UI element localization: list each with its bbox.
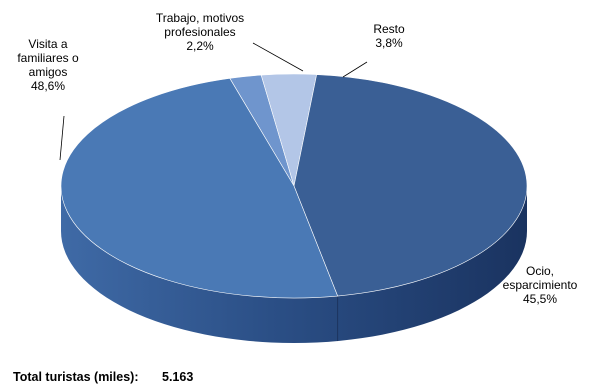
total-row: Total turistas (miles): 5.163 [13, 370, 193, 384]
pie-slice-4 [60, 78, 339, 299]
slice-label-line: Resto [373, 22, 405, 36]
total-value: 5.163 [162, 370, 194, 384]
slice-label-line: 3,8% [375, 36, 403, 50]
slice-label-1: Trabajo, motivos profesionales 2,2% [156, 11, 244, 53]
leader-line-2 [342, 61, 368, 78]
slice-label-line: familiares o [17, 51, 79, 65]
slice-label-line: profesionales [164, 25, 235, 39]
slice-label-4: Visita a familiares o amigos 48,6% [17, 37, 79, 93]
slice-label-line: amigos [29, 65, 68, 79]
slice-label-line: 48,6% [31, 79, 65, 93]
slice-label-line: Trabajo, motivos [156, 11, 244, 25]
slice-label-line: esparcimiento [503, 278, 578, 292]
leader-line-1 [252, 42, 304, 72]
leader-line-4 [59, 115, 65, 161]
slice-label-line: 45,5% [523, 292, 557, 306]
slice-label-line: Visita a [28, 37, 67, 51]
pie-slices [60, 73, 528, 299]
total-label: Total turistas (miles): [13, 370, 139, 384]
slice-label-line: 2,2% [186, 39, 214, 53]
pie-sides [61, 186, 527, 343]
slice-label-3: Ocio, esparcimiento 45,5% [503, 264, 578, 306]
pie-side-wall [61, 186, 527, 343]
slice-labels: Trabajo, motivos profesionales 2,2% Resto 3,… [17, 11, 577, 306]
leader-lines [59, 42, 368, 161]
pie-slice-3 [293, 74, 528, 297]
slice-label-2: Resto 3,8% [373, 22, 405, 50]
slice-label-line: Ocio, [526, 264, 554, 278]
